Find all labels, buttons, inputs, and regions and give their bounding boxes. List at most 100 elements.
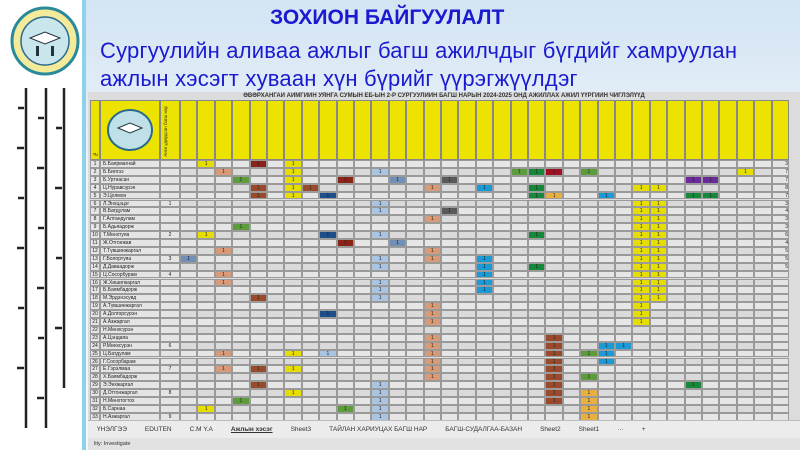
grid-cell[interactable]: [597, 223, 615, 232]
row-number[interactable]: 30: [90, 389, 100, 397]
group-cell[interactable]: 3: [160, 254, 180, 263]
grid-cell[interactable]: [284, 270, 302, 279]
header-column[interactable]: [441, 100, 459, 160]
grid-cell[interactable]: [736, 231, 755, 239]
grid-cell[interactable]: [301, 318, 320, 326]
grid-cell[interactable]: [632, 333, 650, 342]
grid-cell[interactable]: [232, 270, 250, 279]
grid-cell[interactable]: [615, 262, 633, 271]
grid-cell[interactable]: [510, 349, 528, 358]
grid-cell[interactable]: [562, 239, 581, 247]
grid-cell[interactable]: [354, 254, 372, 263]
grid-cell[interactable]: [545, 215, 563, 224]
grid-cell[interactable]: [232, 246, 250, 255]
grid-cell[interactable]: [649, 167, 668, 176]
grid-cell[interactable]: [649, 318, 668, 326]
grid-cell[interactable]: [232, 381, 250, 390]
grid-cell[interactable]: [580, 246, 598, 255]
total-cell[interactable]: 4: [771, 239, 789, 247]
grid-cell[interactable]: [667, 175, 685, 184]
grid-cell[interactable]: [336, 286, 354, 295]
grid-cell[interactable]: [475, 349, 494, 358]
grid-cell[interactable]: [580, 160, 598, 168]
group-cell[interactable]: [160, 223, 180, 232]
grid-cell[interactable]: [354, 365, 372, 374]
grid-cell[interactable]: [214, 183, 233, 192]
assignment-cell[interactable]: 1: [528, 231, 546, 239]
grid-cell[interactable]: [493, 215, 511, 224]
grid-cell[interactable]: [702, 294, 720, 303]
grid-cell[interactable]: [736, 381, 755, 390]
grid-cell[interactable]: [667, 286, 685, 295]
grid-cell[interactable]: [284, 333, 302, 342]
group-cell[interactable]: [160, 239, 180, 247]
grid-cell[interactable]: [684, 310, 702, 318]
grid-cell[interactable]: [319, 397, 337, 405]
header-column[interactable]: [354, 100, 372, 160]
teacher-name[interactable]: А.Долгорсүрэн: [100, 310, 160, 318]
grid-cell[interactable]: [336, 223, 354, 232]
grid-cell[interactable]: [580, 254, 598, 263]
assignment-cell[interactable]: 1: [597, 349, 615, 358]
grid-cell[interactable]: [214, 294, 233, 303]
sheet-tab[interactable]: Sheet2: [540, 426, 561, 433]
grid-cell[interactable]: [493, 302, 511, 311]
grid-cell[interactable]: [388, 381, 407, 390]
assignment-cell[interactable]: 1: [632, 318, 650, 326]
grid-cell[interactable]: [441, 199, 459, 208]
grid-cell[interactable]: [597, 404, 615, 413]
grid-cell[interactable]: [458, 254, 476, 263]
grid-cell[interactable]: [267, 246, 285, 255]
grid-cell[interactable]: [232, 365, 250, 374]
grid-cell[interactable]: [214, 160, 233, 168]
grid-cell[interactable]: [319, 215, 337, 224]
grid-cell[interactable]: [458, 239, 476, 247]
grid-cell[interactable]: [284, 231, 302, 239]
grid-cell[interactable]: [336, 310, 354, 318]
header-column[interactable]: [580, 100, 598, 160]
assignment-cell[interactable]: 1: [423, 302, 441, 311]
grid-cell[interactable]: [249, 278, 267, 287]
grid-cell[interactable]: [702, 365, 720, 374]
group-cell[interactable]: [160, 302, 180, 311]
teacher-name[interactable]: М.Эрдэнэсувд: [100, 294, 160, 303]
grid-cell[interactable]: [493, 325, 511, 334]
grid-cell[interactable]: [180, 381, 198, 390]
grid-cell[interactable]: [406, 278, 424, 287]
grid-cell[interactable]: [736, 223, 755, 232]
group-cell[interactable]: 4: [160, 270, 180, 279]
grid-cell[interactable]: [667, 397, 685, 405]
grid-cell[interactable]: [667, 231, 685, 239]
grid-cell[interactable]: [441, 223, 459, 232]
assignment-cell[interactable]: 1: [545, 397, 563, 405]
sheet-tab[interactable]: EDUTEN: [144, 426, 172, 433]
grid-cell[interactable]: [528, 239, 546, 247]
grid-cell[interactable]: [719, 341, 737, 350]
grid-cell[interactable]: [702, 286, 720, 295]
grid-cell[interactable]: [615, 246, 633, 255]
grid-cell[interactable]: [615, 381, 633, 390]
grid-cell[interactable]: [284, 404, 302, 413]
grid-cell[interactable]: [267, 254, 285, 263]
grid-cell[interactable]: [197, 373, 215, 382]
grid-cell[interactable]: [180, 294, 198, 303]
grid-cell[interactable]: [406, 239, 424, 247]
group-cell[interactable]: [160, 318, 180, 326]
grid-cell[interactable]: [319, 318, 337, 326]
grid-cell[interactable]: [528, 207, 546, 216]
grid-cell[interactable]: [267, 333, 285, 342]
grid-cell[interactable]: [702, 373, 720, 382]
total-cell[interactable]: [771, 318, 789, 326]
assignment-cell[interactable]: 1: [423, 254, 441, 263]
grid-cell[interactable]: [284, 278, 302, 287]
grid-cell[interactable]: [284, 286, 302, 295]
grid-cell[interactable]: [475, 341, 494, 350]
grid-cell[interactable]: [354, 262, 372, 271]
grid-cell[interactable]: [301, 199, 320, 208]
assignment-cell[interactable]: 1: [423, 357, 441, 366]
grid-cell[interactable]: [754, 270, 772, 279]
grid-cell[interactable]: [232, 262, 250, 271]
grid-cell[interactable]: [458, 160, 476, 168]
grid-cell[interactable]: [493, 397, 511, 405]
assignment-cell[interactable]: 1: [284, 160, 302, 168]
